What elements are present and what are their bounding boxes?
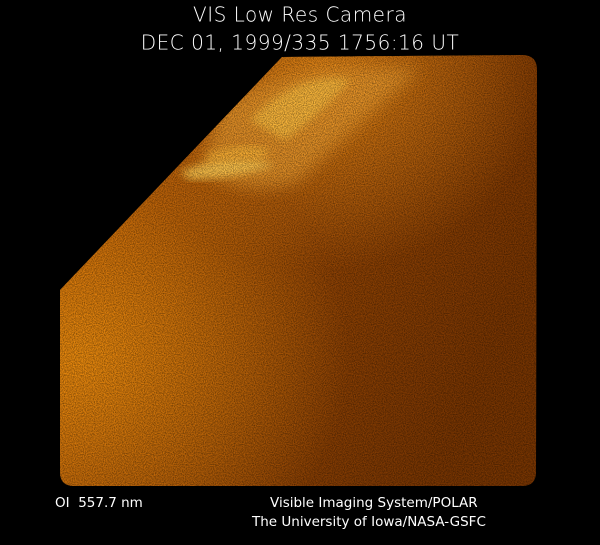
timestamp: DEC 01, 1999/335 1756:16 UT bbox=[141, 31, 460, 55]
wavelength: OI 557.7 nm bbox=[55, 495, 143, 511]
title: VIS Low Res Camera bbox=[193, 3, 407, 27]
credit-line: Visible Imaging System/POLAR bbox=[270, 495, 478, 511]
auroral-image bbox=[60, 55, 537, 486]
credit-line: The University of Iowa/NASA-GSFC bbox=[251, 514, 486, 530]
